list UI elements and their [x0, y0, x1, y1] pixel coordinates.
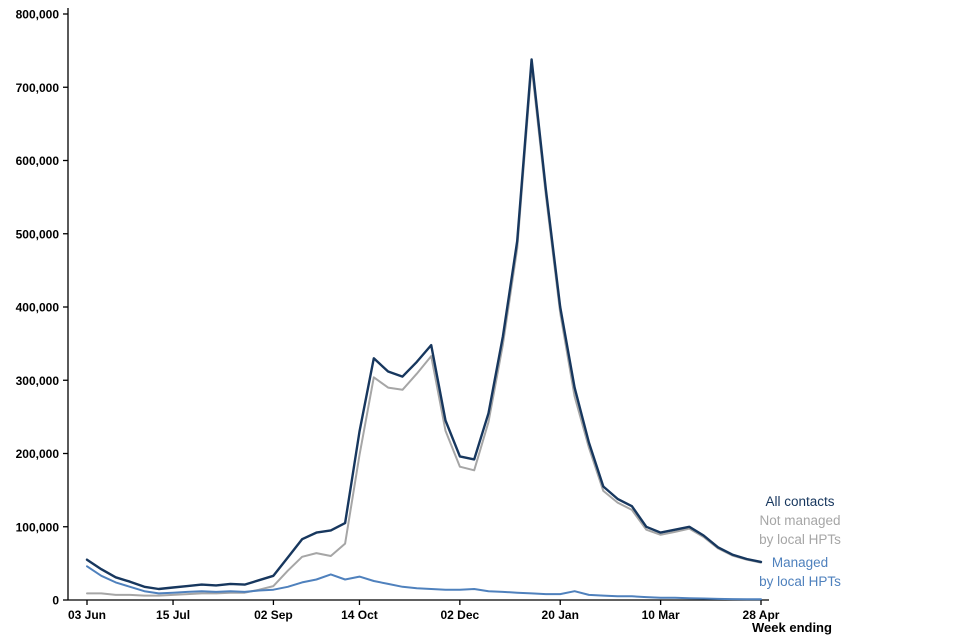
x-tick-label: 20 Jan — [542, 608, 579, 622]
legend-not-managed-line2: by local HPTs — [759, 532, 841, 547]
y-tick-label: 400,000 — [16, 301, 60, 315]
chart-legend: All contacts Not managed by local HPTs M… — [742, 492, 858, 591]
legend-not-managed-line1: Not managed — [759, 513, 841, 528]
y-tick-label: 300,000 — [16, 374, 60, 388]
y-tick-label: 700,000 — [16, 81, 60, 95]
y-tick-label: 600,000 — [16, 154, 60, 168]
x-tick-label: 14 Oct — [341, 608, 378, 622]
x-tick-label: 02 Dec — [440, 608, 479, 622]
legend-managed-line2: by local HPTs — [759, 574, 841, 589]
y-tick-label: 800,000 — [16, 8, 60, 22]
x-axis-title: Week ending — [752, 620, 832, 635]
legend-all-contacts: All contacts — [765, 494, 835, 509]
y-tick-label: 500,000 — [16, 227, 60, 241]
series-line-all-contacts — [85, 58, 763, 591]
y-tick-label: 100,000 — [16, 520, 60, 534]
x-tick-label: 03 Jun — [68, 608, 106, 622]
y-tick-label: 0 — [52, 594, 59, 608]
x-tick-label: 02 Sep — [254, 608, 293, 622]
y-tick-label: 200,000 — [16, 447, 60, 461]
legend-managed-line1: Managed — [771, 555, 829, 570]
series-line-not-managed-by-local-hpts — [86, 65, 762, 597]
x-tick-label: 15 Jul — [156, 608, 190, 622]
x-tick-label: 10 Mar — [642, 608, 680, 622]
series-line-managed-by-local-hpts — [86, 565, 762, 601]
x-tick-label: 28 Apr — [743, 608, 780, 622]
